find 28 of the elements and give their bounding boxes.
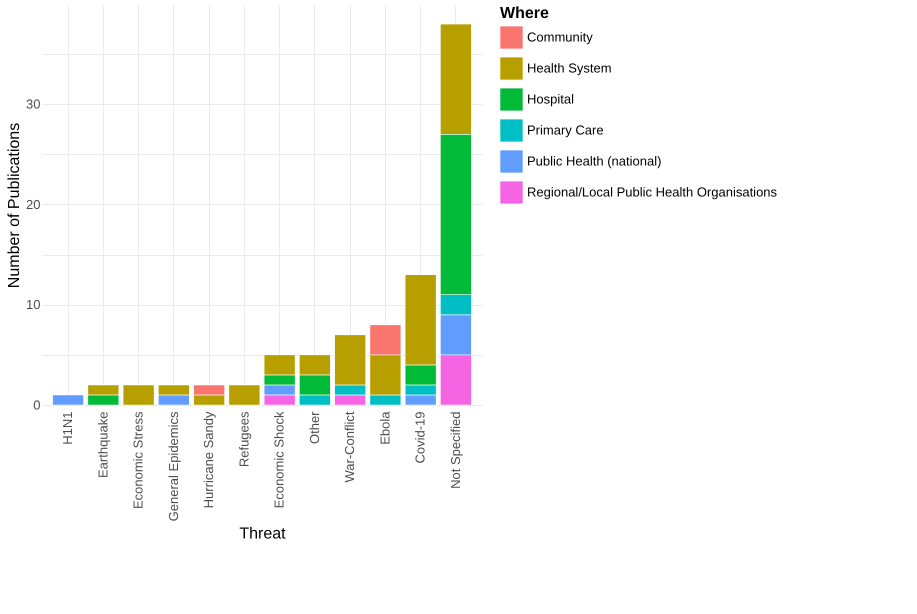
y-tick-label: 0	[33, 398, 40, 412]
legend-label: Community	[527, 30, 594, 44]
legend-label: Hospital	[527, 92, 574, 106]
x-tick-label: Hurricane Sandy	[201, 411, 216, 508]
x-tick-label: Economic Stress	[130, 411, 146, 510]
x-tick-label: Ebola	[377, 410, 392, 445]
x-tick-label: Not Specified	[448, 412, 463, 489]
x-tick-label: Economic Shock	[272, 411, 287, 508]
y-tick-label: 20	[26, 197, 40, 212]
legend-label: Regional/Local Public Health Organisations	[527, 184, 778, 200]
x-tick-label: Covid-19	[412, 412, 428, 464]
y-tick-label: 30	[26, 96, 40, 112]
y-tick-label: 10	[26, 297, 40, 312]
x-tick-label: Refugees	[236, 411, 252, 468]
legend-label: Public Health (national)	[527, 154, 662, 168]
legend-label: Health System	[527, 60, 612, 76]
x-tick-label: Earthquake	[95, 412, 110, 478]
x-axis-title: Threat	[239, 525, 286, 542]
x-tick-label: H1N1	[60, 412, 76, 445]
bar	[122, 384, 154, 406]
x-tick-label: War-Conflict	[342, 411, 358, 483]
x-tick-label: Other	[306, 410, 322, 444]
legend-title: Where	[500, 5, 549, 22]
x-tick-label: General Epidemics	[166, 411, 181, 522]
bar	[228, 384, 260, 406]
y-axis-title: Number of Publications	[6, 122, 24, 288]
legend-label: Primary Care	[527, 122, 604, 138]
bar	[52, 394, 84, 406]
